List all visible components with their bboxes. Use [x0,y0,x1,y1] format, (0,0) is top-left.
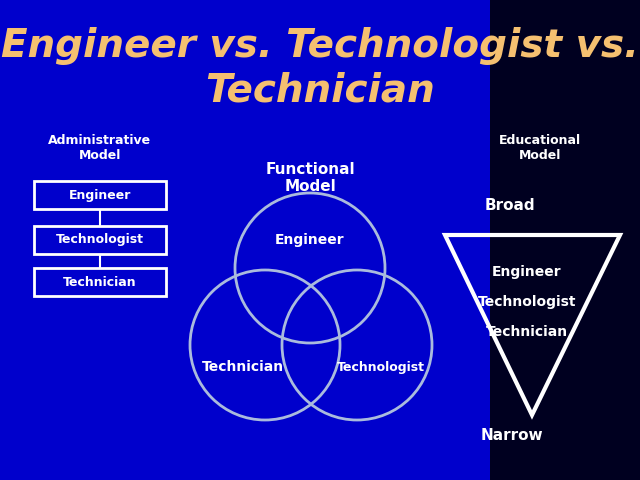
Text: Functional
Model: Functional Model [265,162,355,194]
Text: Technician: Technician [63,276,137,288]
Text: Engineer: Engineer [69,189,131,202]
Text: Engineer: Engineer [492,265,562,279]
Text: Administrative
Model: Administrative Model [49,134,152,162]
Text: Technologist: Technologist [337,360,425,373]
Text: Engineer: Engineer [275,233,345,247]
Text: Technologist: Technologist [56,233,144,247]
Text: Technologist: Technologist [477,295,576,309]
FancyBboxPatch shape [34,181,166,209]
Text: Educational
Model: Educational Model [499,134,581,162]
Text: Narrow: Narrow [481,428,543,443]
Text: Engineer vs. Technologist vs.
Technician: Engineer vs. Technologist vs. Technician [1,27,639,109]
FancyBboxPatch shape [34,226,166,254]
FancyBboxPatch shape [34,268,166,296]
Text: Broad: Broad [484,197,535,213]
Polygon shape [490,0,640,480]
Text: Technician: Technician [202,360,284,374]
Text: Technician: Technician [486,325,568,339]
